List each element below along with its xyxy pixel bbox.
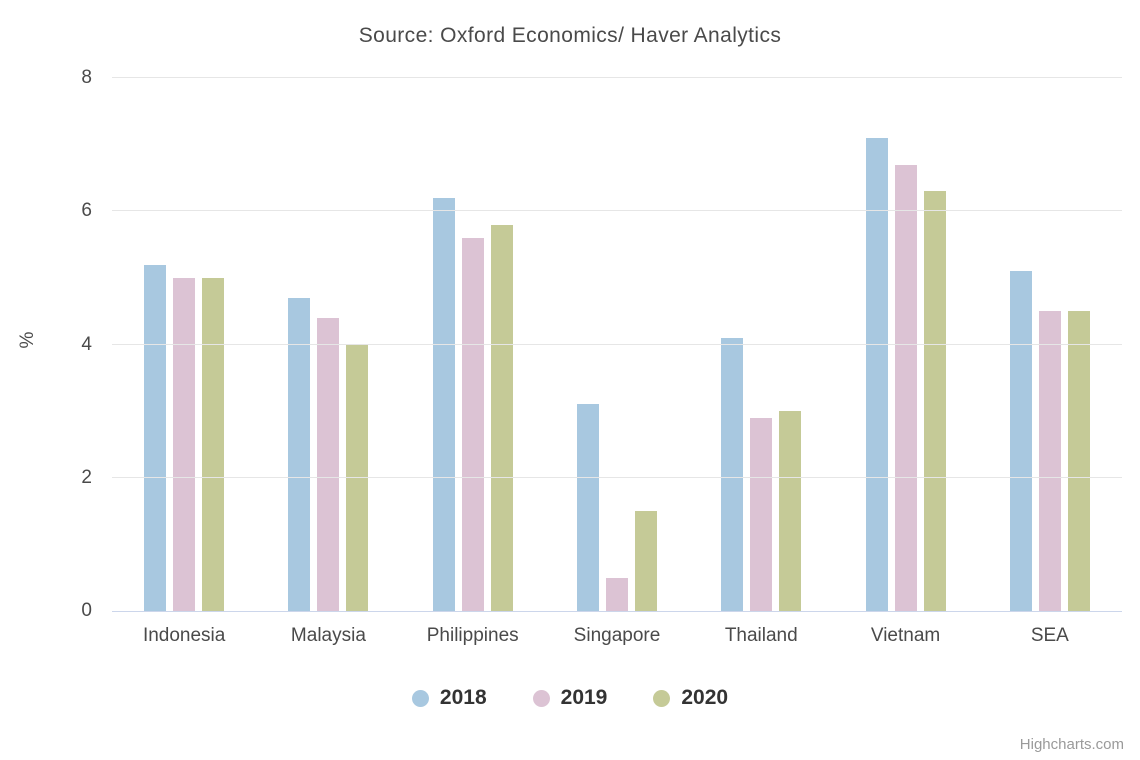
y-axis-title: % <box>17 331 38 349</box>
bar-group-indonesia <box>112 78 256 611</box>
x-axis-label-singapore: Singapore <box>573 625 661 646</box>
bar-2020-vietnam[interactable] <box>923 191 946 611</box>
highcharts-credits-link[interactable]: Highcharts.com <box>1019 736 1124 753</box>
plot-area <box>112 77 1122 612</box>
gridline <box>112 343 1122 345</box>
y-axis-tick-label: 0 <box>81 600 92 621</box>
legend-label: 2020 <box>681 686 729 709</box>
bar-2019-thailand[interactable] <box>750 417 773 611</box>
legend-label: 2019 <box>560 686 608 709</box>
legend-label: 2018 <box>439 686 487 709</box>
bar-2020-indonesia[interactable] <box>202 277 225 611</box>
bar-group-vietnam <box>833 78 977 611</box>
bar-2018-indonesia[interactable] <box>144 264 167 611</box>
x-axis-label-indonesia: Indonesia <box>142 625 226 646</box>
bar-group-thailand <box>689 78 833 611</box>
bar-2018-malaysia[interactable] <box>288 297 311 611</box>
y-axis: 0 2 4 6 8 <box>0 67 92 621</box>
bar-2019-indonesia[interactable] <box>173 277 196 611</box>
bar-2018-singapore[interactable] <box>576 404 599 611</box>
x-axis-labels: Indonesia Malaysia Philippines Singapore Tha… <box>112 625 1122 647</box>
gridline <box>112 476 1122 478</box>
x-axis-label-sea: SEA <box>1030 625 1069 646</box>
bar-groups <box>112 78 1122 611</box>
x-axis-label-vietnam: Vietnam <box>870 625 941 646</box>
legend-marker-icon <box>653 689 671 707</box>
bar-2019-vietnam[interactable] <box>894 164 917 611</box>
bar-group-malaysia <box>256 78 400 611</box>
bar-2020-malaysia[interactable] <box>346 344 369 611</box>
x-axis-line <box>112 611 1122 612</box>
legend-marker-icon <box>411 689 429 707</box>
gridline <box>112 77 1122 78</box>
bar-2018-philippines[interactable] <box>432 197 455 611</box>
legend: 2018 2019 2020 <box>0 686 1140 710</box>
bar-2020-thailand[interactable] <box>779 411 802 611</box>
y-axis-tick-label: 8 <box>81 67 92 88</box>
legend-item-2019[interactable]: 2019 <box>532 686 608 710</box>
bar-2018-vietnam[interactable] <box>865 137 888 611</box>
y-axis-tick-label: 4 <box>81 333 92 355</box>
legend-item-2020[interactable]: 2020 <box>653 686 728 710</box>
y-axis-tick-label: 2 <box>81 466 92 488</box>
bar-2019-sea[interactable] <box>1038 311 1061 611</box>
bar-2018-thailand[interactable] <box>721 337 744 611</box>
legend-marker-icon <box>532 689 550 707</box>
bar-group-sea <box>978 78 1122 611</box>
bar-2020-singapore[interactable] <box>634 511 657 611</box>
bar-2020-philippines[interactable] <box>490 224 513 611</box>
bar-group-singapore <box>545 78 689 611</box>
bar-2018-sea[interactable] <box>1009 271 1032 611</box>
chart-title: Source: Oxford Economics/ Haver Analytic… <box>358 24 782 47</box>
y-axis-tick-label: 6 <box>81 200 92 222</box>
bar-2019-malaysia[interactable] <box>317 317 340 611</box>
bar-group-philippines <box>401 78 545 611</box>
x-axis-label-malaysia: Malaysia <box>290 625 366 646</box>
gridline <box>112 210 1122 212</box>
x-axis-label-thailand: Thailand <box>724 625 798 646</box>
legend-item-2018[interactable]: 2018 <box>411 686 487 710</box>
x-axis-label-philippines: Philippines <box>426 625 519 646</box>
bar-2020-sea[interactable] <box>1067 311 1090 611</box>
bar-2019-philippines[interactable] <box>461 237 484 611</box>
bar-2019-singapore[interactable] <box>605 577 628 611</box>
